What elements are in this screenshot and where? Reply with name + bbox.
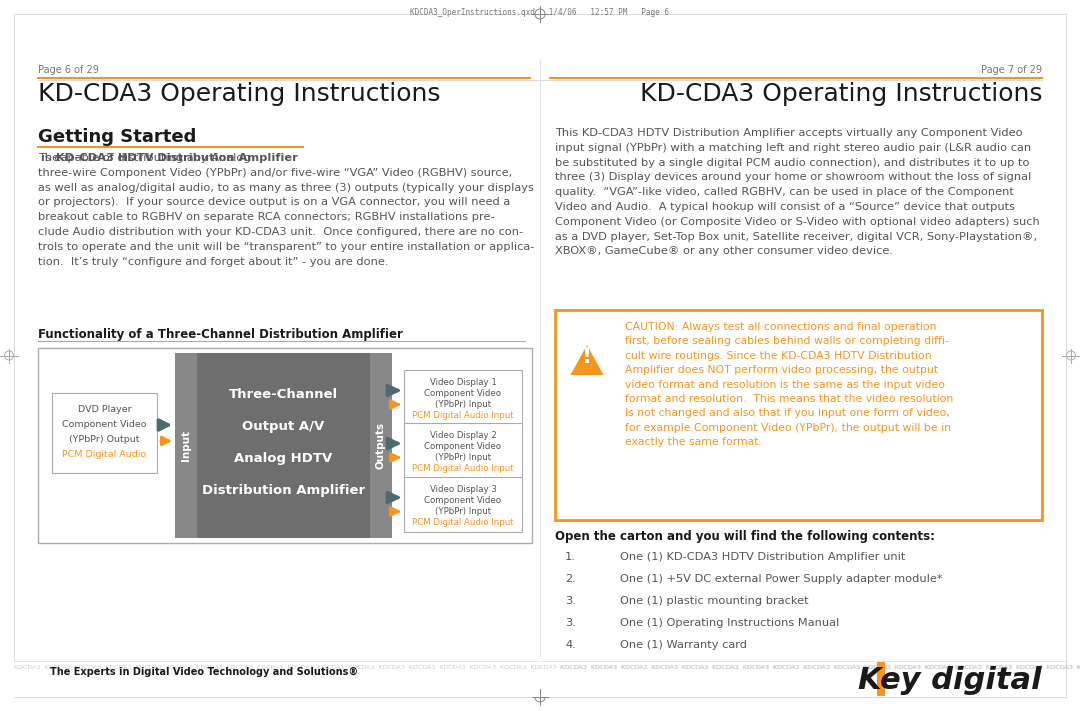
Polygon shape [570,345,604,375]
Text: DVD Player: DVD Player [78,405,132,414]
Text: Output A/V: Output A/V [242,420,325,433]
Text: Component Video: Component Video [63,420,147,429]
Text: (YPbPr) Input: (YPbPr) Input [435,453,491,462]
Text: Open the carton and you will find the following contents:: Open the carton and you will find the fo… [555,530,935,543]
Text: Functionality of a Three-Channel Distribution Amplifier: Functionality of a Three-Channel Distrib… [38,328,403,341]
Text: (YPbPr) Input: (YPbPr) Input [435,507,491,516]
Text: Page 6 of 29: Page 6 of 29 [38,65,99,75]
Text: Analog HDTV: Analog HDTV [234,452,333,465]
Text: Component Video: Component Video [424,442,501,451]
Bar [52,393,157,473]
Text: One (1) KD-CDA3 HDTV Distribution Amplifier unit: One (1) KD-CDA3 HDTV Distribution Amplif… [620,552,905,562]
Text: PCM Digital Audio: PCM Digital Audio [63,450,147,459]
Text: KDCDA3  KDCDA3  KDCDA3  KDCDA3  KDCDA3  KDCDA3  KDCDA3  KDCDA3  KDCDA3  KDCDA3  : KDCDA3 KDCDA3 KDCDA3 KDCDA3 KDCDA3 KDCDA… [14,665,1080,670]
Text: PCM Digital Audio Input: PCM Digital Audio Input [413,411,514,420]
Text: Key digital: Key digital [859,666,1042,695]
Text: Input: Input [181,430,191,461]
Text: Video Display 1: Video Display 1 [430,378,497,387]
Text: Component Video: Component Video [424,496,501,505]
Text: 3.: 3. [565,596,576,606]
Text: KD-CDA3 Operating Instructions: KD-CDA3 Operating Instructions [38,82,441,106]
Bar [877,662,885,696]
Text: (YPbPr) Input: (YPbPr) Input [435,400,491,409]
Text: One (1) plastic mounting bracket: One (1) plastic mounting bracket [620,596,809,606]
Text: Video Display 2: Video Display 2 [430,431,497,440]
Text: The: The [38,153,63,163]
Bar [175,353,197,538]
Text: KD-CDA3 HDTV Distribution Amplifier: KD-CDA3 HDTV Distribution Amplifier [56,153,298,163]
Text: !: ! [582,347,592,367]
Bar [197,353,370,538]
Text: Component Video: Component Video [424,389,501,398]
Bar [14,661,1066,697]
Text: Page 7 of 29: Page 7 of 29 [981,65,1042,75]
Text: Three-Channel: Three-Channel [229,388,338,401]
Bar [404,477,522,532]
Text: One (1) Warranty card: One (1) Warranty card [620,640,747,650]
Text: CAUTION: Always test all connections and final operation
first, before sealing c: CAUTION: Always test all connections and… [625,322,954,447]
Text: One (1) Operating Instructions Manual: One (1) Operating Instructions Manual [620,618,839,628]
Bar [370,353,392,538]
Text: KDCDA3_OperInstructions.qxd   1/4/06   12:57 PM   Page 6: KDCDA3_OperInstructions.qxd 1/4/06 12:57… [410,8,670,17]
Text: Getting Started: Getting Started [38,128,197,146]
Text: PCM Digital Audio Input: PCM Digital Audio Input [413,464,514,473]
Text: One (1) +5V DC external Power Supply adapter module*: One (1) +5V DC external Power Supply ada… [620,574,943,584]
Text: Distribution Amplifier: Distribution Amplifier [202,484,365,497]
Text: (YPbPr) Output: (YPbPr) Output [69,435,139,444]
Bar [404,423,522,478]
Bar [555,310,1042,520]
Text: 2.: 2. [565,574,576,584]
Text: This KD-CDA3 HDTV Distribution Amplifier accepts virtually any Component Video
i: This KD-CDA3 HDTV Distribution Amplifier… [555,128,1040,257]
Text: KDCDA3  KDCDA3  KDCDA3  KDCDA3  KDCDA3  KDCDA3  KDCDA3  KDCDA3  KDCDA3  KDCDA3  : KDCDA3 KDCDA3 KDCDA3 KDCDA3 KDCDA3 KDCDA… [561,665,1080,670]
Text: 1.: 1. [565,552,576,562]
Text: 3.: 3. [565,618,576,628]
Bar [38,348,532,543]
Text: Outputs: Outputs [376,422,386,469]
Text: is capable of distributing any Analog
three-wire Component Video (YPbPr) and/or : is capable of distributing any Analog th… [38,153,535,267]
Text: 4.: 4. [565,640,576,650]
Bar [404,370,522,425]
Text: PCM Digital Audio Input: PCM Digital Audio Input [413,518,514,527]
Text: KD-CDA3 Operating Instructions: KD-CDA3 Operating Instructions [639,82,1042,106]
Text: Video Display 3: Video Display 3 [430,485,497,494]
Text: The Experts in Digital Video Technology and Solutions®: The Experts in Digital Video Technology … [50,667,359,677]
